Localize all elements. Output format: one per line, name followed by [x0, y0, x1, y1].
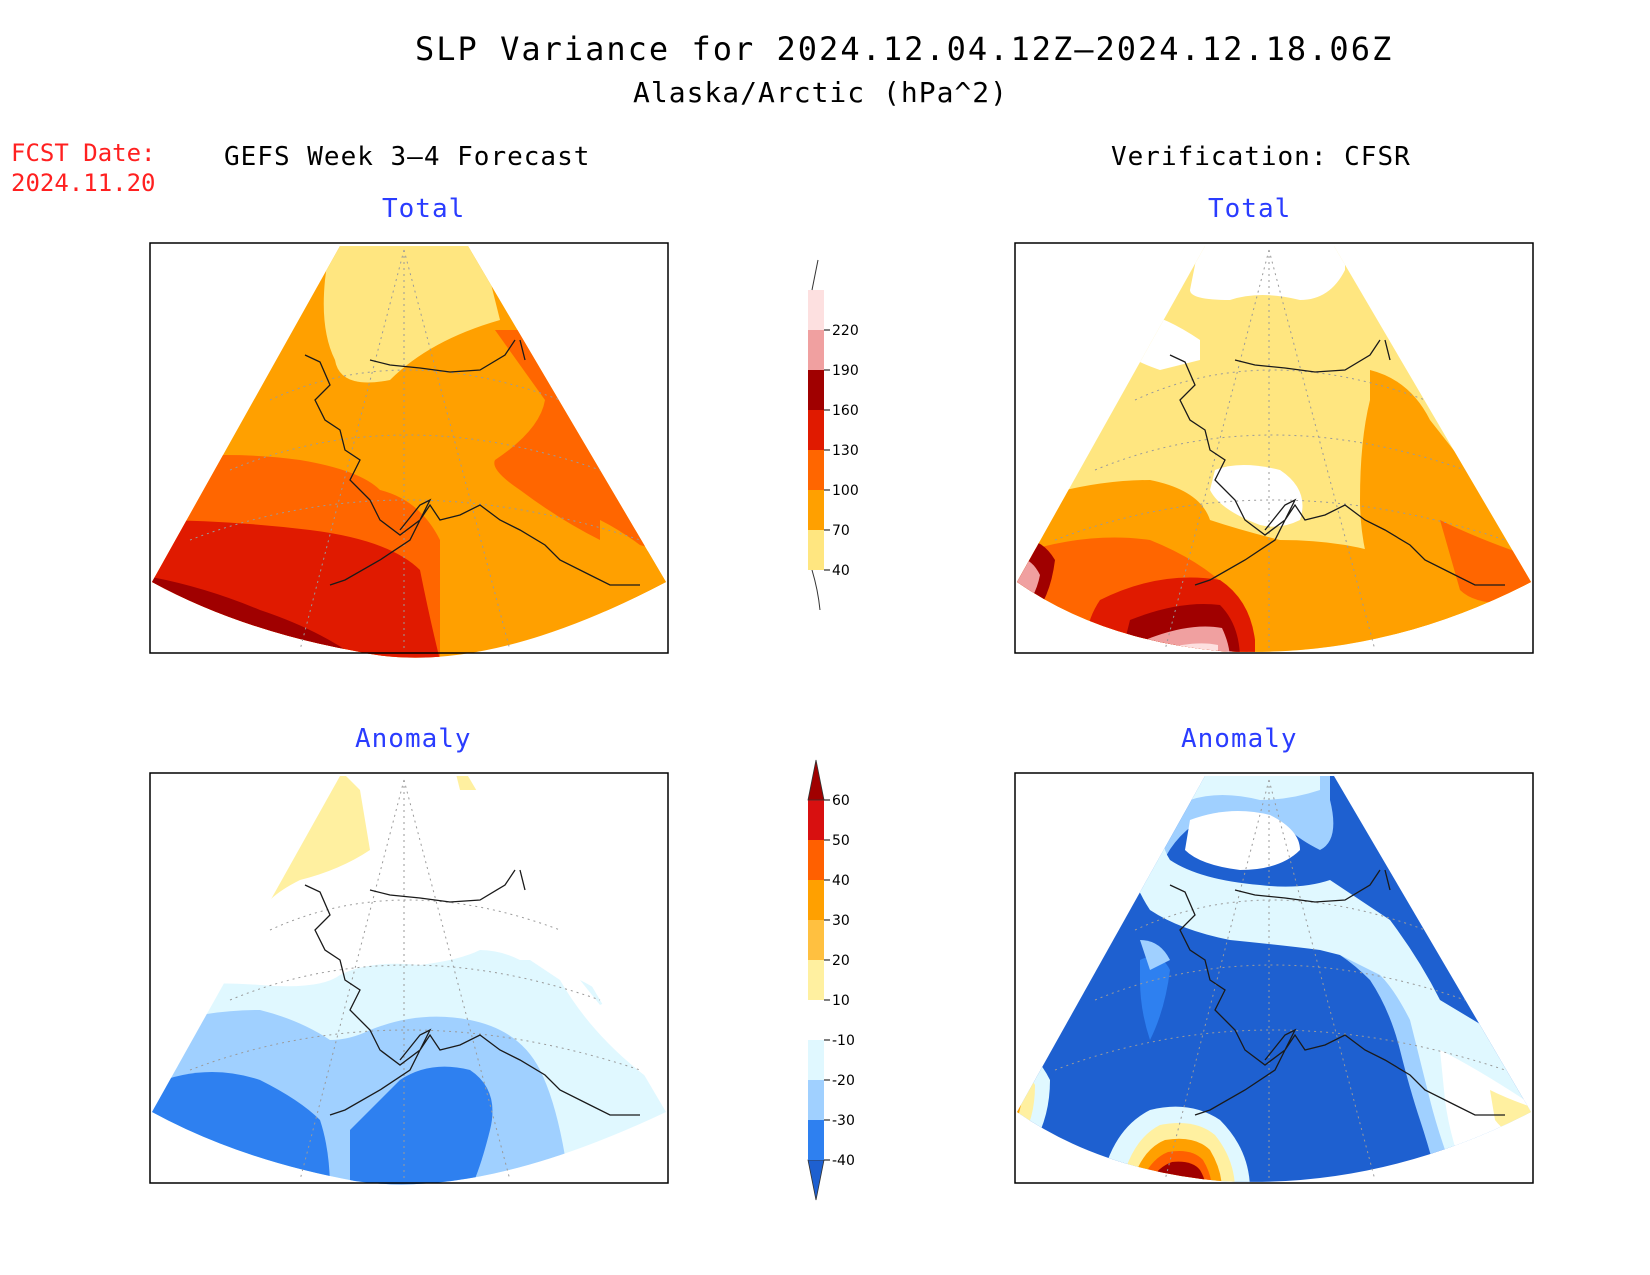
verification-column-heading: Verification: CFSR	[1111, 142, 1411, 172]
total-colorbar-tick-label: 220	[832, 323, 859, 339]
anomaly-colorbar-swatch	[808, 880, 824, 920]
total-colorbar-tick-label: 190	[832, 363, 859, 379]
anomaly-colorbar-tick-label: -40	[832, 1153, 855, 1169]
anomaly-colorbar-swatch	[808, 800, 824, 840]
verification-anomaly-label: Anomaly	[1181, 724, 1298, 754]
anomaly-colorbar-tick-label: 10	[832, 993, 850, 1009]
anomaly-colorbar-swatch	[808, 1040, 824, 1080]
anomaly-colorbar-swatch	[808, 960, 824, 1000]
total-colorbar-tick-label: 130	[832, 443, 859, 459]
total-colorbar-tick-label: 160	[832, 403, 859, 419]
total-colorbar: 40 70 100 130 160 190 220	[808, 259, 859, 611]
fcst-date-label: FCST Date:	[11, 139, 156, 167]
anomaly-colorbar-tick-label: -30	[832, 1113, 855, 1129]
verification-total-map	[1014, 242, 1534, 654]
forecast-total-label: Total	[382, 194, 466, 224]
total-colorbar-swatch	[808, 370, 824, 410]
anomaly-colorbar-swatch	[808, 1080, 824, 1120]
verification-anomaly-map	[1014, 772, 1534, 1184]
anomaly-colorbar-tick-label: 40	[832, 873, 850, 889]
anomaly-colorbar-tick-label: 20	[832, 953, 850, 969]
total-colorbar-swatch	[808, 410, 824, 450]
anomaly-colorbar-swatch	[808, 840, 824, 880]
total-colorbar-swatch	[808, 490, 824, 530]
anomaly-colorbar-swatch	[808, 1120, 824, 1160]
anomaly-colorbar-tick-label: -20	[832, 1073, 855, 1089]
total-colorbar-bottom-extension	[811, 569, 821, 611]
total-colorbar-tick-label: 40	[832, 563, 850, 579]
forecast-total-map	[149, 242, 669, 658]
anomaly-colorbar: -40 -30 -20 -10 10 20 30 40 50 60	[807, 759, 855, 1201]
anomaly-colorbar-top-extension	[807, 759, 825, 801]
forecast-column-heading: GEFS Week 3–4 Forecast	[224, 142, 591, 172]
anomaly-colorbar-swatch	[808, 920, 824, 960]
anomaly-colorbar-tick-label: 30	[832, 913, 850, 929]
total-colorbar-tick-label: 100	[832, 483, 859, 499]
total-colorbar-swatch	[808, 450, 824, 490]
verification-total-label: Total	[1208, 194, 1292, 224]
anomaly-colorbar-bottom-extension	[807, 1159, 825, 1201]
fcst-date-value: 2024.11.20	[11, 169, 156, 197]
total-colorbar-tick-label: 70	[832, 523, 850, 539]
total-colorbar-top-extension	[811, 259, 819, 291]
total-colorbar-swatch	[808, 290, 824, 330]
anomaly-colorbar-tick-label: -10	[832, 1033, 855, 1049]
forecast-anomaly-map	[149, 772, 669, 1185]
chart-title: SLP Variance for 2024.12.04.12Z–2024.12.…	[415, 30, 1394, 68]
total-colorbar-swatch	[808, 330, 824, 370]
chart-subtitle: Alaska/Arctic (hPa^2)	[633, 76, 1009, 109]
anomaly-colorbar-swatch	[808, 1000, 824, 1040]
anomaly-colorbar-tick-label: 60	[832, 793, 850, 809]
forecast-anomaly-label: Anomaly	[355, 724, 472, 754]
anomaly-colorbar-tick-label: 50	[832, 833, 850, 849]
total-colorbar-swatch	[808, 530, 824, 570]
